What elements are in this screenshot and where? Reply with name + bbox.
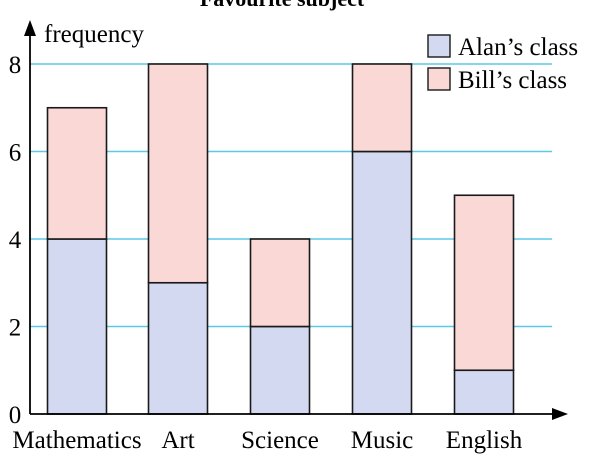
y-axis-label: frequency	[44, 21, 144, 48]
bar-segment	[46, 106, 108, 240]
bars	[46, 63, 515, 415]
legend-swatch	[427, 34, 451, 58]
y-tick-label: 6	[9, 140, 22, 167]
x-tick-label: Art	[161, 427, 194, 454]
y-tick-label: 8	[9, 52, 22, 79]
bar-segment	[46, 238, 108, 415]
y-axis-arrow	[24, 20, 36, 36]
bar-segment	[249, 238, 311, 328]
bar-segment	[453, 369, 515, 415]
bar-segment	[351, 150, 413, 415]
legend-label: Alan’s class	[458, 34, 578, 61]
axes	[24, 20, 568, 420]
bar-segment	[351, 63, 413, 153]
bar-segment	[453, 194, 515, 372]
legend-label: Bill’s class	[458, 67, 567, 94]
legend: Alan’s class Bill’s class	[427, 34, 578, 94]
labels: Favourite subject frequency Mathematics A…	[9, 0, 523, 454]
x-axis-arrow	[552, 408, 568, 420]
x-tick-label: Science	[241, 427, 319, 454]
bar-segment	[147, 63, 209, 284]
legend-swatch	[427, 67, 451, 91]
bar-segment	[147, 281, 209, 415]
chart-title: Favourite subject	[200, 0, 365, 11]
y-tick-label: 0	[9, 402, 22, 429]
bar-segment	[249, 325, 311, 415]
x-tick-label: Music	[351, 427, 414, 454]
x-tick-label: English	[446, 427, 523, 454]
x-tick-label: Mathematics	[12, 427, 141, 454]
y-tick-label: 2	[9, 315, 22, 342]
y-tick-label: 4	[9, 227, 22, 254]
